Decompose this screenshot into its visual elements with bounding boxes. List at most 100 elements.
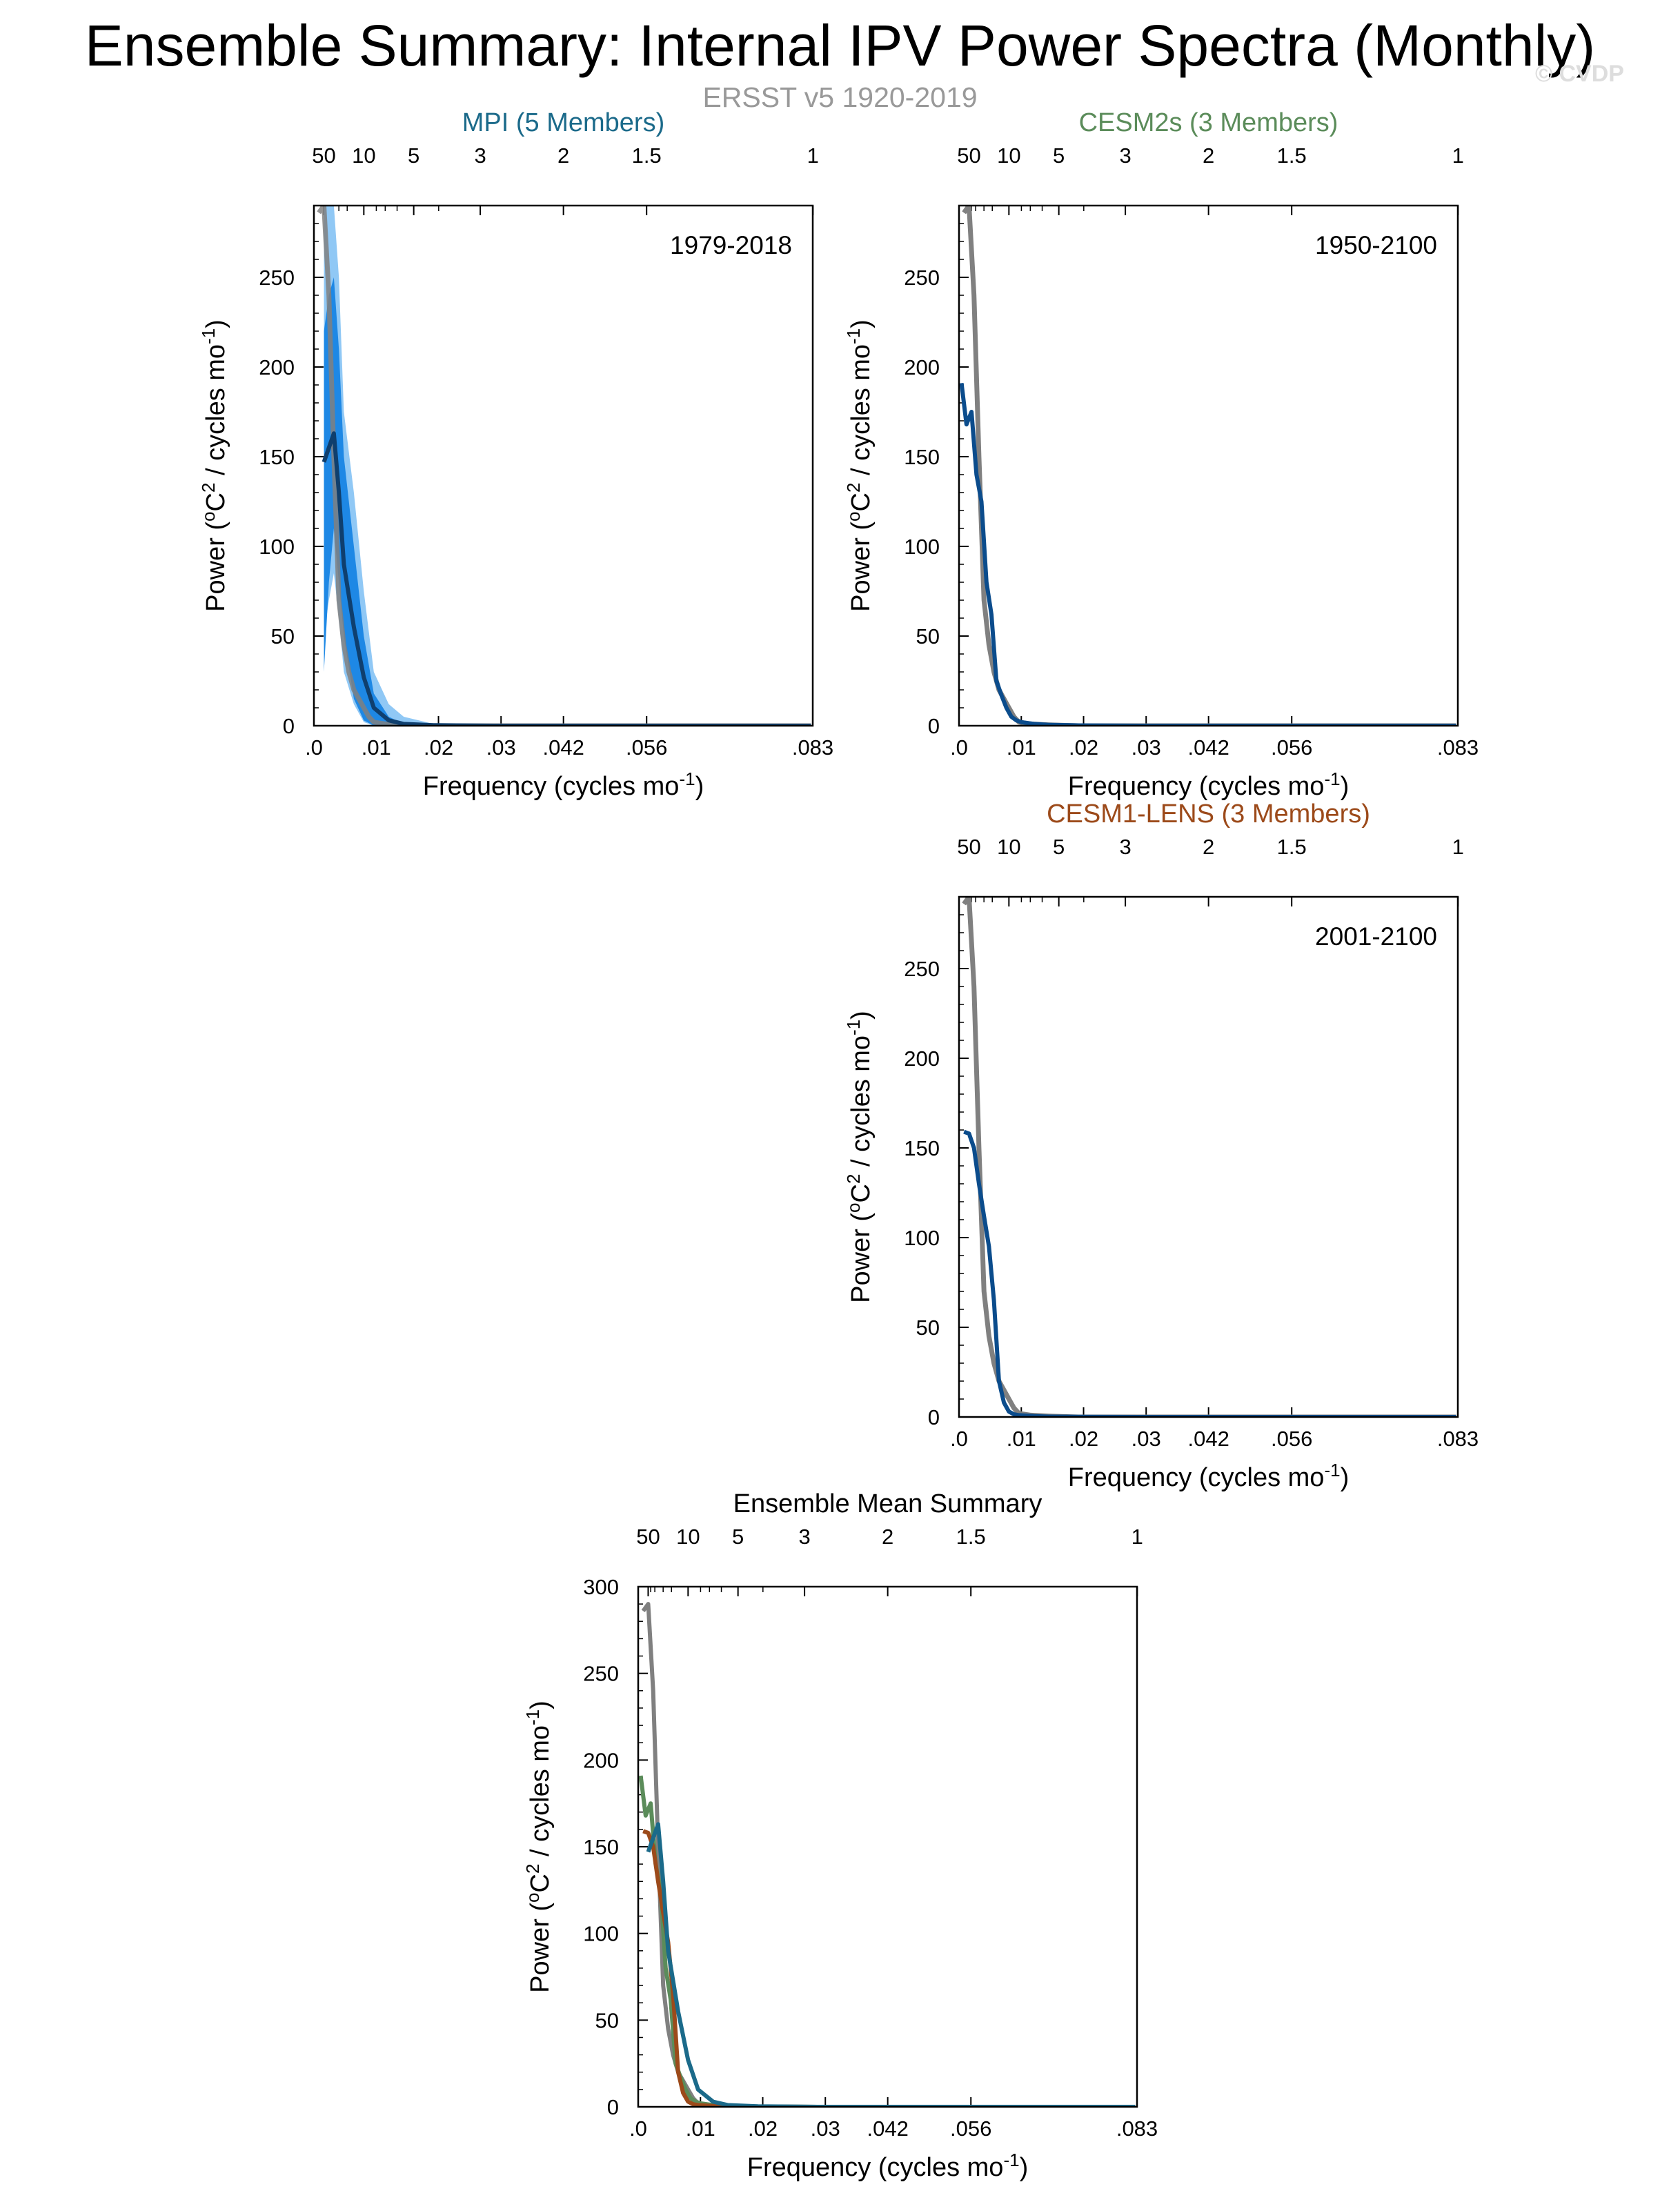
series-line-observations xyxy=(317,206,811,726)
y-axis-label: Power (oC2 / cycles mo-1) xyxy=(522,1701,555,1993)
period-tick-label: 2 xyxy=(1203,143,1214,168)
chart-panel-2: CESM2s (3 Members) 50 10 5 3 2 1.5 1 .0 .01 .02 .03… xyxy=(843,108,1479,801)
x-tick-label: .0 xyxy=(950,1427,968,1451)
period-tick-label: 10 xyxy=(676,1525,700,1549)
panel-title: CESM1-LENS (3 Members) xyxy=(1047,800,1370,829)
chart-panel-3: CESM1-LENS (3 Members) 50 10 5 3 2 1.5 1 .0 .01 .0… xyxy=(843,800,1479,1492)
x-tick-label: .042 xyxy=(1188,1427,1229,1451)
x-tick-label: .01 xyxy=(1007,1427,1036,1451)
period-tick-label: 50 xyxy=(957,835,980,859)
period-tick-label: 2 xyxy=(557,143,569,168)
credit-watermark: © CVDP xyxy=(1535,61,1624,87)
period-tick-label: 1.5 xyxy=(1277,143,1307,168)
x-tick-label: .01 xyxy=(1007,735,1036,760)
y-tick-label: 0 xyxy=(283,714,295,738)
period-tick-label: 5 xyxy=(1053,835,1065,859)
period-tick-label: 1 xyxy=(807,143,819,168)
period-tick-label: 50 xyxy=(957,143,980,168)
y-tick-label: 50 xyxy=(271,624,295,648)
y-axis-label: Power (oC2 / cycles mo-1) xyxy=(198,319,230,612)
plot-frame xyxy=(958,895,1459,1418)
plot-frame xyxy=(958,204,1459,727)
x-tick-label: .083 xyxy=(1437,1427,1479,1451)
x-axis-label: Frequency (cycles mo-1) xyxy=(1068,769,1349,801)
x-tick-label: .03 xyxy=(486,735,516,760)
plot-area xyxy=(317,206,811,726)
period-tick-label: 10 xyxy=(352,143,375,168)
series-line-ensemble-mean xyxy=(963,1129,1456,1417)
panel-title: MPI (5 Members) xyxy=(462,108,664,137)
x-tick-label: .083 xyxy=(1116,2116,1158,2141)
y-tick-label: 200 xyxy=(904,1047,940,1071)
y-tick-label: 200 xyxy=(259,355,295,379)
x-tick-label: .0 xyxy=(629,2116,647,2141)
y-tick-label: 250 xyxy=(904,266,940,290)
y-tick-label: 150 xyxy=(259,445,295,469)
period-label: 1950-2100 xyxy=(1315,231,1437,259)
series-line-2 xyxy=(638,1775,1136,2107)
series-line-4 xyxy=(646,1822,1136,2107)
period-tick-label: 50 xyxy=(312,143,335,168)
x-tick-label: .01 xyxy=(686,2116,715,2141)
x-tick-label: .056 xyxy=(1271,1427,1312,1451)
period-tick-label: 3 xyxy=(1119,835,1131,859)
period-tick-label: 3 xyxy=(798,1525,810,1549)
period-tick-label: 1.5 xyxy=(1277,835,1307,859)
period-tick-label: 5 xyxy=(732,1525,744,1549)
y-tick-label: 50 xyxy=(916,624,940,648)
y-tick-label: 250 xyxy=(583,1662,619,1686)
x-tick-label: .083 xyxy=(1437,735,1479,760)
y-tick-label: 100 xyxy=(583,1922,619,1946)
period-tick-label: 10 xyxy=(997,143,1020,168)
x-tick-label: .03 xyxy=(1131,735,1161,760)
period-tick-label: 1 xyxy=(1452,143,1464,168)
y-tick-label: 150 xyxy=(904,445,940,469)
chart-panel-1: MPI (5 Members) 50 10 5 3 2 1.5 1 .0 .01 .02 .03 .04… xyxy=(198,108,833,801)
y-tick-label: 200 xyxy=(904,355,940,379)
y-tick-label: 100 xyxy=(904,1226,940,1250)
y-tick-label: 0 xyxy=(607,2095,619,2119)
x-tick-label: .03 xyxy=(811,2116,840,2141)
y-axis-label: Power (oC2 / cycles mo-1) xyxy=(843,1011,876,1303)
period-label: 1979-2018 xyxy=(670,231,792,259)
x-axis-label: Frequency (cycles mo-1) xyxy=(747,2150,1028,2182)
series-line-1 xyxy=(641,1602,1136,2107)
panel-title: CESM2s (3 Members) xyxy=(1079,108,1338,137)
x-axis-label: Frequency (cycles mo-1) xyxy=(1068,1460,1349,1492)
y-tick-label: 100 xyxy=(259,535,295,559)
y-tick-label: 50 xyxy=(916,1316,940,1340)
plot-area xyxy=(638,1602,1136,2107)
y-tick-label: 0 xyxy=(928,714,940,738)
y-tick-label: 0 xyxy=(928,1405,940,1429)
x-tick-label: .02 xyxy=(424,735,453,760)
x-tick-label: .056 xyxy=(626,735,667,760)
period-tick-label: 1.5 xyxy=(632,143,662,168)
period-tick-label: 50 xyxy=(636,1525,660,1549)
period-tick-label: 1 xyxy=(1452,835,1464,859)
panel-title: Ensemble Mean Summary xyxy=(733,1489,1042,1518)
y-tick-label: 250 xyxy=(904,957,940,981)
y-axis-label: Power (oC2 / cycles mo-1) xyxy=(843,319,876,612)
x-tick-label: .042 xyxy=(1188,735,1229,760)
period-tick-label: 1 xyxy=(1131,1525,1143,1549)
spread-band-inner xyxy=(324,277,404,726)
plot-frame xyxy=(637,1585,1138,2108)
series-line-observations xyxy=(962,206,1456,726)
chart-panel-4: Ensemble Mean Summary 50 10 5 3 2 1.5 1 .0 .01 .02… xyxy=(522,1489,1158,2182)
period-tick-label: 10 xyxy=(997,835,1020,859)
y-tick-label: 250 xyxy=(259,266,295,290)
x-tick-label: .0 xyxy=(305,735,323,760)
y-tick-label: 50 xyxy=(595,2008,619,2032)
x-tick-label: .083 xyxy=(792,735,833,760)
series-line-3 xyxy=(642,1829,1136,2107)
main-title: Ensemble Summary: Internal IPV Power Spe… xyxy=(84,13,1596,78)
series-line-ensemble-mean xyxy=(322,431,811,726)
period-label: 2001-2100 xyxy=(1315,922,1437,951)
x-axis-label: Frequency (cycles mo-1) xyxy=(423,769,704,801)
x-tick-label: .042 xyxy=(543,735,584,760)
period-tick-label: 1.5 xyxy=(956,1525,986,1549)
y-tick-label: 200 xyxy=(583,1748,619,1772)
period-tick-label: 5 xyxy=(1053,143,1065,168)
x-tick-label: .01 xyxy=(362,735,391,760)
